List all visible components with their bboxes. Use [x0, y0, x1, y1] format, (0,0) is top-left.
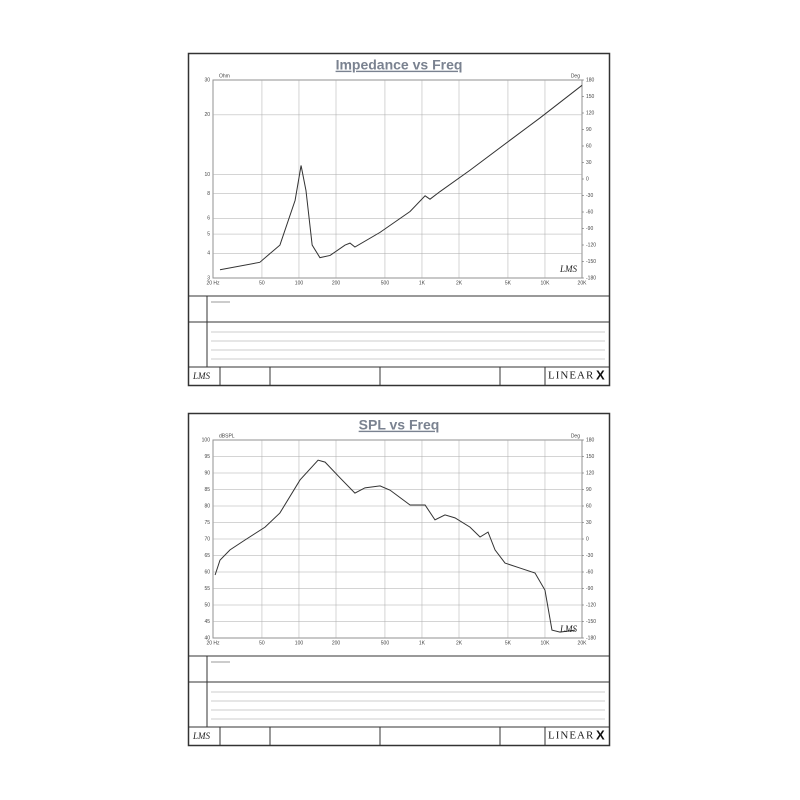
y-tick-label: 75	[204, 520, 210, 526]
chart-title: Impedance vs Freq	[336, 57, 463, 73]
x-tick-label: 20K	[578, 640, 588, 646]
x-tick-label: 50	[259, 640, 265, 646]
y2-tick-label: -180	[586, 275, 596, 281]
y2-tick-label: -90	[586, 226, 593, 232]
panel-frame	[187, 412, 611, 747]
x-tick-label: 500	[381, 280, 390, 286]
x-tick-label: 10K	[541, 640, 551, 646]
y2-tick-label: 180	[586, 437, 595, 443]
y2-axis-label: Deg	[571, 433, 580, 439]
x-tick-label: 20 Hz	[206, 280, 220, 286]
y-tick-label: 40	[204, 635, 210, 641]
y-tick-label: 6	[207, 216, 210, 222]
y2-tick-label: -60	[586, 209, 593, 215]
y2-tick-label: 30	[586, 160, 592, 166]
logo: LMS	[192, 371, 211, 381]
y-tick-label: 70	[204, 536, 210, 542]
y2-tick-label: 30	[586, 520, 592, 526]
data-line	[219, 84, 583, 271]
x-tick-label: 2K	[456, 280, 463, 286]
y2-tick-label: 60	[586, 503, 592, 509]
y-tick-label: 80	[204, 503, 210, 509]
y2-tick-label: -150	[586, 259, 596, 265]
x-tick-label: 5K	[505, 640, 512, 646]
chart-title: SPL vs Freq	[359, 417, 440, 433]
y2-tick-label: 180	[586, 77, 595, 83]
y-tick-label: 50	[204, 602, 210, 608]
brand: LINEAR	[548, 730, 594, 742]
x-tick-label: 100	[295, 280, 304, 286]
x-tick-label: 20K	[578, 280, 588, 286]
data-line	[214, 459, 576, 633]
logo: LMS	[559, 624, 578, 634]
y2-tick-label: 0	[586, 536, 589, 542]
x-tick-label: 5K	[505, 280, 512, 286]
logo: LMS	[559, 264, 578, 274]
y2-tick-label: -120	[586, 602, 596, 608]
x-tick-label: 1K	[419, 640, 426, 646]
x-tick-label: 200	[332, 280, 341, 286]
y2-tick-label: -60	[586, 569, 593, 575]
y-tick-label: 4	[207, 251, 210, 257]
y2-tick-label: -30	[586, 193, 593, 199]
x-tick-label: 500	[381, 640, 390, 646]
brand: LINEAR	[548, 370, 594, 382]
y-tick-label: 90	[204, 470, 210, 476]
brand-mark: X	[596, 367, 605, 382]
y2-tick-label: 60	[586, 143, 592, 149]
y-axis-label: dBSPL	[219, 433, 235, 439]
y-tick-label: 65	[204, 553, 210, 559]
x-tick-label: 20 Hz	[206, 640, 220, 646]
y-tick-label: 10	[204, 172, 210, 178]
y-tick-label: 45	[204, 619, 210, 625]
y2-tick-label: 120	[586, 470, 595, 476]
x-tick-label: 1K	[419, 280, 426, 286]
y2-tick-label: 90	[586, 487, 592, 493]
x-tick-label: 2K	[456, 640, 463, 646]
y-axis-label: Ohm	[219, 73, 230, 79]
x-tick-label: 10K	[541, 280, 551, 286]
y2-tick-label: -30	[586, 553, 593, 559]
y-tick-label: 100	[202, 437, 211, 443]
y2-tick-label: -150	[586, 619, 596, 625]
y-tick-label: 60	[204, 569, 210, 575]
x-tick-label: 100	[295, 640, 304, 646]
y-tick-label: 3	[207, 275, 210, 281]
y2-tick-label: 150	[586, 94, 595, 100]
y-tick-label: 5	[207, 231, 210, 237]
y-tick-label: 30	[204, 77, 210, 83]
y-tick-label: 55	[204, 586, 210, 592]
y2-tick-label: -90	[586, 586, 593, 592]
x-tick-label: 50	[259, 280, 265, 286]
brand-mark: X	[596, 727, 605, 742]
y2-tick-label: 0	[586, 176, 589, 182]
y-tick-label: 85	[204, 487, 210, 493]
y-tick-label: 20	[204, 112, 210, 118]
y-tick-label: 95	[204, 454, 210, 460]
x-tick-label: 200	[332, 640, 341, 646]
y2-tick-label: -180	[586, 635, 596, 641]
y2-tick-label: -120	[586, 242, 596, 248]
y-tick-label: 8	[207, 191, 210, 197]
y2-tick-label: 120	[586, 110, 595, 116]
y2-axis-label: Deg	[571, 73, 580, 79]
y2-tick-label: 150	[586, 454, 595, 460]
logo: LMS	[192, 731, 211, 741]
y2-tick-label: 90	[586, 127, 592, 133]
